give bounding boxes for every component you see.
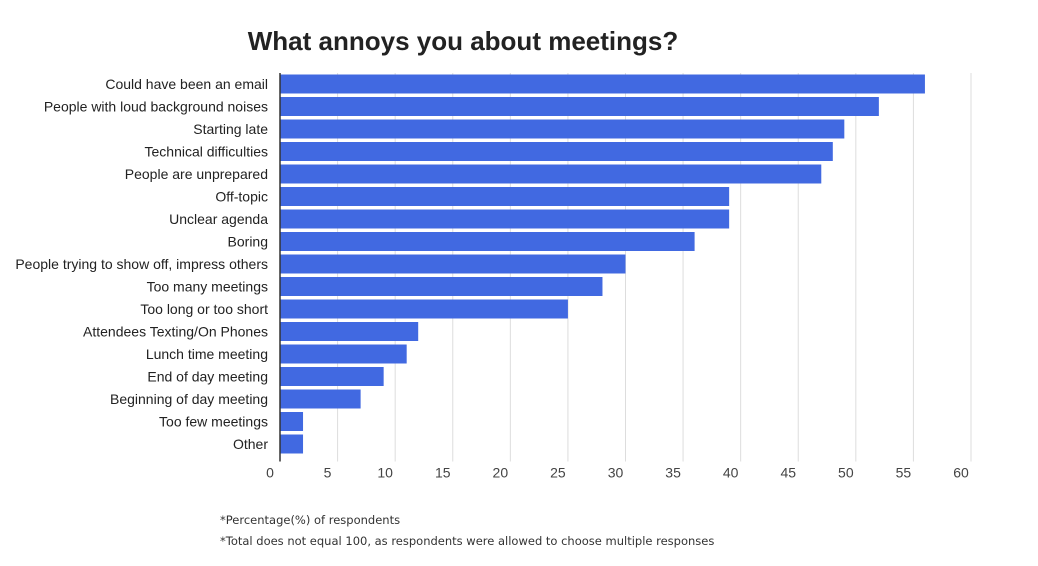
category-label: Lunch time meeting <box>146 346 268 362</box>
category-label: Too long or too short <box>140 301 268 317</box>
category-label: People trying to show off, impress other… <box>15 256 268 272</box>
bar <box>280 142 833 161</box>
bar <box>280 367 384 386</box>
chart-title: What annoys you about meetings? <box>247 26 679 56</box>
x-tick-label: 30 <box>608 465 624 481</box>
category-label: Off-topic <box>215 189 268 205</box>
bar <box>280 434 304 454</box>
bar <box>280 322 419 341</box>
bar <box>280 344 407 364</box>
bar <box>280 389 361 409</box>
category-label: Other <box>233 436 268 452</box>
footnote-percentage: *Percentage(%) of respondents <box>220 513 401 527</box>
category-label: End of day meeting <box>147 369 268 385</box>
x-tick-label: 40 <box>723 465 739 481</box>
bar <box>280 299 568 319</box>
x-tick-label: 25 <box>550 465 566 481</box>
x-tick-label: 55 <box>896 465 912 481</box>
x-axis-ticks: 0 5 10 15 20 25 30 35 40 45 50 55 60 <box>266 465 969 481</box>
bar <box>280 254 626 274</box>
bars <box>280 74 925 454</box>
x-tick-label: 45 <box>780 465 796 481</box>
bar <box>280 187 730 206</box>
bar <box>280 74 925 94</box>
category-label: Starting late <box>193 121 268 137</box>
footnote-total: *Total does not equal 100, as respondent… <box>220 534 715 548</box>
x-tick-label: 15 <box>435 465 451 481</box>
category-label: Boring <box>228 234 268 250</box>
category-label: People with loud background noises <box>44 99 268 115</box>
bar <box>280 97 879 116</box>
bar <box>280 119 845 139</box>
x-tick-label: 20 <box>493 465 509 481</box>
x-tick-label: 50 <box>838 465 854 481</box>
category-label: Beginning of day meeting <box>110 391 268 407</box>
x-tick-label: 5 <box>324 465 332 481</box>
category-labels: Could have been an email People with loud… <box>15 76 268 452</box>
category-label: Too many meetings <box>147 279 268 295</box>
category-label: Technical difficulties <box>145 144 268 160</box>
category-label: Attendees Texting/On Phones <box>83 324 268 340</box>
category-label: People are unprepared <box>125 166 268 182</box>
bar <box>280 209 730 229</box>
category-label: Unclear agenda <box>169 211 268 227</box>
category-label: Could have been an email <box>105 76 268 92</box>
x-tick-label: 35 <box>665 465 681 481</box>
category-label: Too few meetings <box>159 414 268 430</box>
bar <box>280 232 695 251</box>
bar <box>280 164 822 184</box>
bar <box>280 412 304 431</box>
bar <box>280 277 603 296</box>
x-tick-label: 0 <box>266 465 274 481</box>
x-tick-label: 10 <box>377 465 393 481</box>
x-tick-label: 60 <box>953 465 969 481</box>
